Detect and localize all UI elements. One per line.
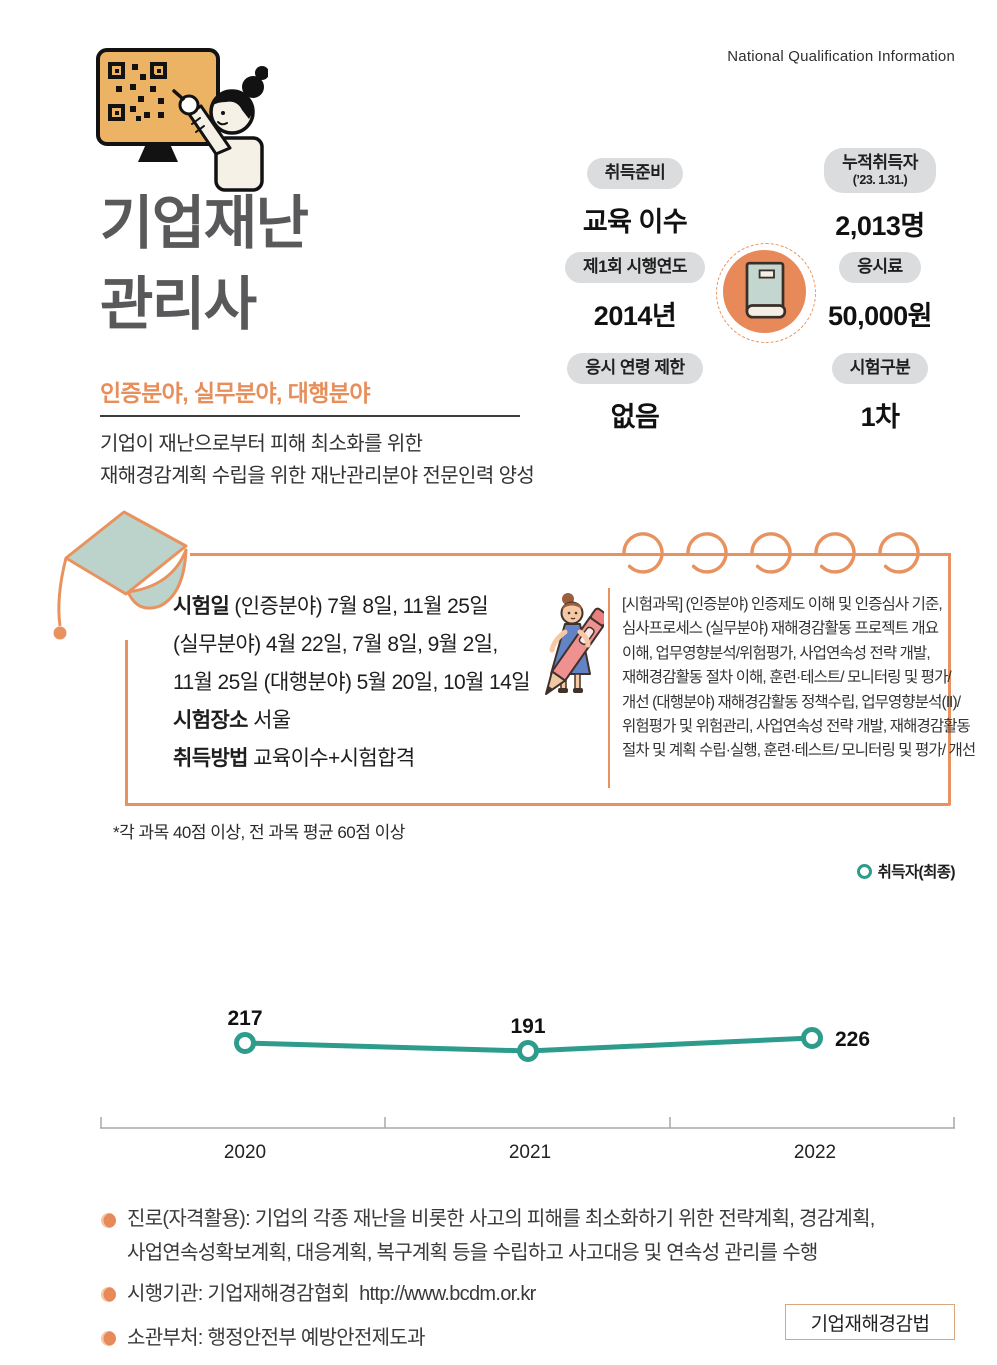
description-line2: 재해경감계획 수립을 위한 재난관리분야 전문인력 양성 — [100, 465, 535, 488]
chart-point-label: 226 — [835, 1028, 870, 1051]
schedule-line: 시험장소 서울 — [173, 709, 291, 732]
chart-point-2022 — [801, 1027, 823, 1049]
chart-point-label: 191 — [510, 1015, 545, 1038]
info-value: 없음 — [610, 401, 660, 432]
ministry-bullet: 소관부처: 행정안전부 예방안전제도과 — [127, 1327, 425, 1349]
info-cell-preparation: 취득준비 교육 이수 — [540, 158, 730, 239]
info-cell-age-limit: 응시 연령 제한 없음 — [540, 353, 730, 434]
passing-criteria-note: *각 과목 40점 이상, 전 과목 평균 60점 이상 — [113, 823, 405, 842]
exam-box-border-top — [190, 553, 950, 556]
chart-point-label: 217 — [227, 1007, 262, 1030]
schedule-line: (실무분야) 4월 22일, 7월 8일, 9월 2일, — [173, 633, 498, 656]
info-pill: 시험구분 — [831, 353, 929, 384]
info-cell-first-year: 제1회 시행연도 2014년 — [540, 252, 730, 333]
exam-subjects: [시험과목] (인증분야) 인증제도 이해 및 인증심사 기준, 심사프로세스 … — [622, 596, 976, 760]
chart-legend: 취득자(최종) — [856, 860, 956, 882]
exam-box-border-right — [948, 553, 951, 805]
legend-label: 취득자(최종) — [877, 864, 956, 881]
book-badge — [716, 243, 816, 343]
acquirers-line-chart: 217 191 226 2020 2021 2022 — [100, 1007, 955, 1163]
x-tick-label: 2022 — [794, 1142, 836, 1163]
info-pill: 누적취득자 (’23. 1.31.) — [824, 148, 936, 193]
career-bullet: 진로(자격활용): 기업의 각종 재난을 비롯한 사고의 피해를 최소화하기 위… — [127, 1208, 875, 1264]
info-cell-fee: 응시료 50,000원 — [785, 252, 975, 333]
description-line1: 기업이 재난으로부터 피해 최소화를 위한 — [100, 433, 423, 455]
subtitle: 인증분야, 실무분야, 대행분야 — [100, 380, 370, 406]
two-tone-dot-icon — [101, 1331, 116, 1346]
x-tick-label: 2020 — [224, 1142, 266, 1163]
chart-point-2021 — [517, 1040, 539, 1062]
description: 기업이 재난으로부터 피해 최소화를 위한 재해경감계획 수립을 위한 재난관리… — [100, 428, 535, 493]
info-pill: 응시 연령 제한 — [567, 353, 703, 384]
info-cell-cumulative: 누적취득자 (’23. 1.31.) 2,013명 — [785, 148, 975, 243]
schedule-line: 11월 25일 (대행분야) 5월 20일, 10월 14일 — [173, 671, 531, 694]
page-title-line2: 관리사 — [100, 272, 257, 338]
info-value: 2014년 — [593, 300, 677, 331]
graduation-cap-icon — [53, 510, 188, 640]
exam-box-divider — [608, 588, 610, 788]
person-with-pencil-illustration — [545, 593, 604, 695]
open-circle-marker-icon — [856, 863, 872, 879]
page-title-line1: 기업재난 — [100, 191, 309, 256]
info-value: 2,013명 — [835, 210, 925, 241]
info-pill: 응시료 — [839, 252, 921, 283]
info-value: 50,000원 — [828, 300, 932, 331]
schedule-line: 시험일 (인증분야) 7월 8일, 11월 25일 — [173, 595, 489, 618]
exam-schedule: 시험일 (인증분야) 7월 8일, 11월 25일 (실무분야) 4월 22일,… — [173, 588, 558, 778]
spiral-rings-icon — [622, 532, 920, 574]
exam-box-border-bottom — [125, 803, 950, 806]
info-cell-exam-type: 시험구분 1차 — [785, 353, 975, 434]
x-tick-label: 2021 — [509, 1142, 551, 1163]
org-website-link[interactable]: http://www.bcdm.or.kr — [359, 1283, 536, 1305]
law-badge: 기업재해경감법 — [785, 1304, 955, 1340]
qr-monitor-illustration — [96, 48, 268, 192]
two-tone-dot-icon — [101, 1287, 116, 1302]
chart-point-2020 — [234, 1032, 256, 1054]
info-pill: 제1회 시행연도 — [564, 252, 706, 283]
book-badge-circle — [723, 250, 806, 333]
info-value: 1차 — [860, 401, 900, 432]
operating-org-bullet: 시행기관: 기업재해경감협회 http://www.bcdm.or.kr — [127, 1283, 536, 1305]
schedule-line: 취득방법 교육이수+시험합격 — [173, 747, 415, 770]
x-axis — [100, 1117, 955, 1129]
header-note: National Qualification Information — [727, 48, 955, 65]
subtitle-divider — [100, 415, 520, 417]
exam-box-border-left — [125, 640, 128, 803]
page-title: 기업재난 관리사 — [100, 183, 309, 345]
info-value: 교육 이수 — [582, 206, 688, 237]
book-icon — [745, 261, 786, 319]
two-tone-dot-icon — [101, 1213, 116, 1228]
info-pill: 취득준비 — [586, 158, 684, 189]
